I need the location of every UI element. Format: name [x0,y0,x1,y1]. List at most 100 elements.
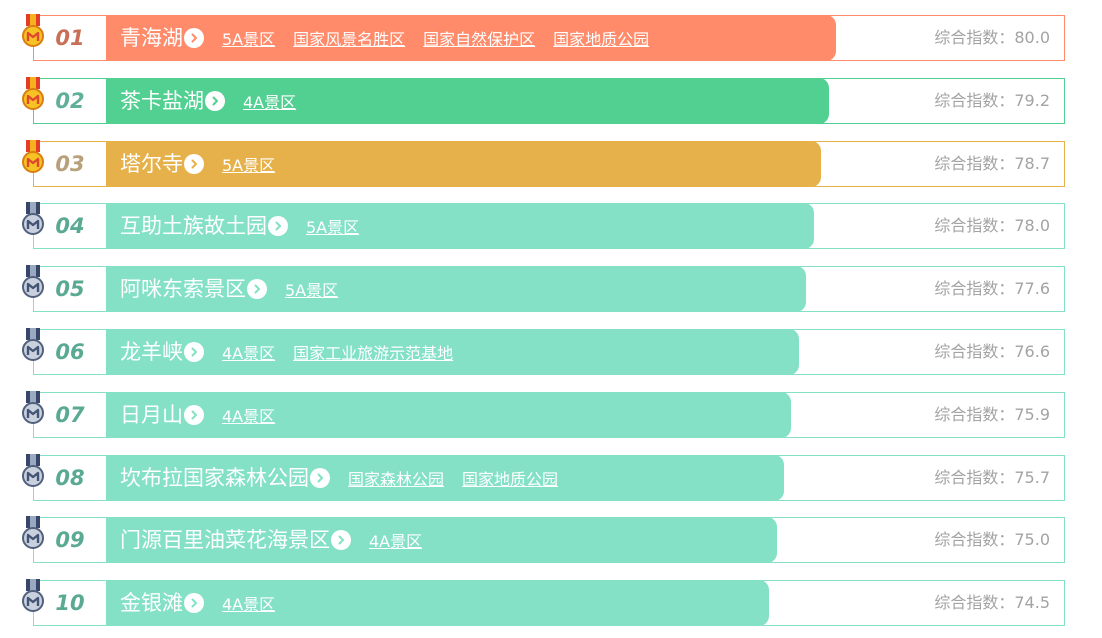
score-value: 74.5 [1014,593,1050,613]
rank-row[interactable]: 05 阿咪东索景区 5A景区 综合指数：77.6 [22,265,1065,313]
score-bar: 龙羊峡 4A景区 国家工业旅游示范基地 [106,329,799,375]
silver-medal-icon [20,265,46,299]
rank-row[interactable]: 03 塔尔寺 5A景区 综合指数：78.7 [22,139,1065,187]
attraction-name-link[interactable]: 坎布拉国家森林公园 [120,465,309,490]
score-value: 79.2 [1014,90,1050,110]
gold-medal-icon [20,14,46,48]
rank-number: 07 [55,402,85,427]
chevron-right-icon[interactable] [247,279,267,300]
attraction-name-link[interactable]: 金银滩 [120,591,183,616]
tag-link[interactable]: 国家工业旅游示范基地 [293,344,454,363]
rank-row[interactable]: 10 金银滩 4A景区 综合指数：74.5 [22,579,1065,627]
rank-row[interactable]: 04 互助土族故土园 5A景区 综合指数：78.0 [22,202,1065,250]
score-label: 综合指数： [934,153,1015,173]
silver-medal-icon [20,328,46,362]
score-value: 77.6 [1014,279,1050,299]
attraction-name-link[interactable]: 龙羊峡 [120,340,183,364]
rank-row[interactable]: 02 茶卡盐湖 4A景区 综合指数：79.2 [22,76,1065,124]
attraction-name-link[interactable]: 日月山 [120,402,183,427]
tag-link[interactable]: 4A景区 [222,406,276,426]
chevron-right-icon[interactable] [331,530,351,551]
score-label: 综合指数： [934,216,1015,236]
score-bar: 日月山 4A景区 [106,391,791,438]
score-label: 综合指数： [934,28,1015,47]
silver-medal-icon [20,516,46,550]
chevron-right-icon[interactable] [184,153,204,174]
score-value: 75.7 [1014,467,1050,487]
score-label: 综合指数： [934,467,1015,487]
score-bar: 塔尔寺 5A景区 [106,140,821,187]
score-text: 综合指数：75.9 [934,393,1050,437]
rank-number: 08 [55,465,85,490]
score-bar: 金银滩 4A景区 [106,580,769,627]
attraction-name-link[interactable]: 互助土族故土园 [120,214,267,239]
attraction-name-link[interactable]: 茶卡盐湖 [120,88,204,113]
score-value: 78.7 [1014,153,1050,173]
silver-medal-icon [20,579,46,613]
score-bar: 互助土族故土园 5A景区 [106,203,814,250]
tag-link[interactable]: 国家地质公园 [462,469,559,489]
tag-link[interactable]: 4A景区 [222,344,276,363]
tag-link[interactable]: 国家地质公园 [553,30,650,49]
score-label: 综合指数： [934,90,1015,110]
attraction-name-link[interactable]: 青海湖 [120,26,183,50]
score-value: 78.0 [1014,216,1050,236]
rank-number: 09 [55,528,85,553]
score-value: 75.0 [1014,530,1050,550]
score-text: 综合指数：77.6 [934,267,1050,311]
score-bar: 门源百里油菜花海景区 4A景区 [106,517,777,564]
score-label: 综合指数： [934,279,1015,299]
score-text: 综合指数：75.0 [934,518,1050,562]
score-label: 综合指数： [934,342,1015,361]
score-text: 综合指数：76.6 [934,330,1050,374]
silver-medal-icon [20,202,46,236]
chevron-right-icon[interactable] [184,28,204,48]
rank-row[interactable]: 08 坎布拉国家森林公园 国家森林公园 国家地质公园 综合指数：75.7 [22,453,1065,501]
rank-number: 03 [55,151,85,176]
tag-link[interactable]: 5A景区 [222,155,276,175]
tag-link[interactable]: 国家风景名胜区 [293,30,406,49]
score-text: 综合指数：75.7 [934,456,1050,500]
rank-number: 01 [55,26,85,50]
attraction-name-link[interactable]: 门源百里油菜花海景区 [120,528,330,553]
rank-row[interactable]: 01 青海湖 5A景区 国家风景名胜区 国家自然保护区 国家地质公园 综合指数：80.0 [22,14,1065,61]
rank-row[interactable]: 09 门源百里油菜花海景区 4A景区 综合指数：75.0 [22,516,1065,564]
score-label: 综合指数： [934,404,1015,424]
attraction-name-link[interactable]: 阿咪东索景区 [120,277,246,302]
tag-link[interactable]: 4A景区 [243,92,297,112]
attraction-name-link[interactable]: 塔尔寺 [120,151,183,176]
score-label: 综合指数： [934,530,1015,550]
score-bar: 青海湖 5A景区 国家风景名胜区 国家自然保护区 国家地质公园 [106,15,836,61]
tag-link[interactable]: 5A景区 [306,218,360,238]
chevron-right-icon[interactable] [268,216,288,237]
chevron-right-icon[interactable] [184,593,204,614]
rank-number: 04 [55,214,85,239]
rank-row[interactable]: 07 日月山 4A景区 综合指数：75.9 [22,390,1065,438]
chevron-right-icon[interactable] [184,342,204,362]
tag-link[interactable]: 5A景区 [285,281,339,301]
silver-medal-icon [20,390,46,425]
score-label: 综合指数： [934,593,1015,613]
tag-link[interactable]: 4A景区 [369,532,423,552]
score-bar: 坎布拉国家森林公园 国家森林公园 国家地质公园 [106,454,784,501]
tag-link[interactable]: 4A景区 [222,595,276,615]
tag-link[interactable]: 国家森林公园 [348,469,445,489]
gold-medal-icon [20,76,46,111]
chevron-right-icon[interactable] [205,90,225,111]
chevron-right-icon[interactable] [310,467,330,488]
rank-row[interactable]: 06 龙羊峡 4A景区 国家工业旅游示范基地 综合指数：76.6 [22,328,1065,375]
tag-link[interactable]: 5A景区 [222,30,276,49]
score-value: 80.0 [1014,28,1050,47]
silver-medal-icon [20,453,46,488]
rank-number: 10 [55,591,85,616]
score-value: 76.6 [1014,342,1050,361]
chevron-right-icon[interactable] [184,404,204,425]
tag-link[interactable]: 国家自然保护区 [423,30,536,49]
score-text: 综合指数：80.0 [934,16,1050,60]
score-text: 综合指数：78.0 [934,204,1050,248]
gold-medal-icon [20,139,46,174]
rank-number: 05 [55,277,85,302]
score-value: 75.9 [1014,404,1050,424]
rank-number: 02 [55,88,85,113]
